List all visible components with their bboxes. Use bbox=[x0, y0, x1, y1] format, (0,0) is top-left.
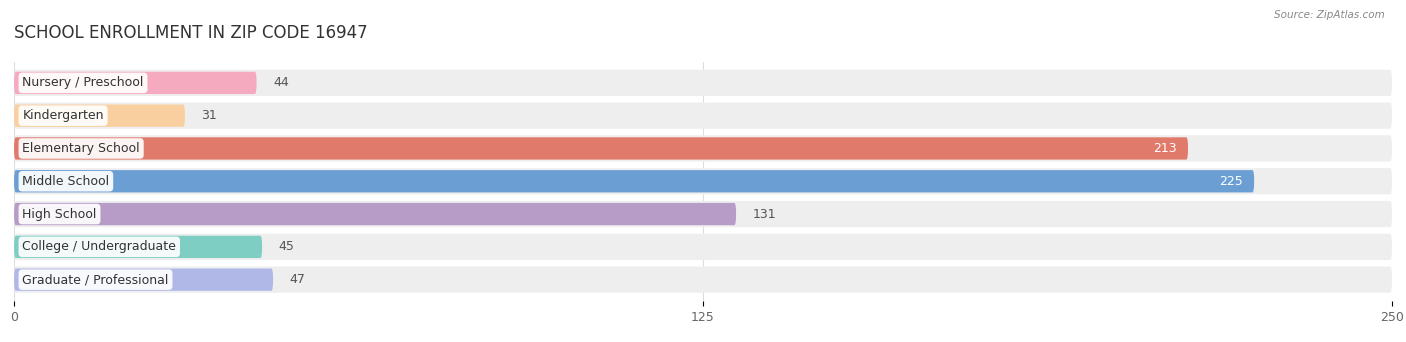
Text: College / Undergraduate: College / Undergraduate bbox=[22, 240, 176, 253]
FancyBboxPatch shape bbox=[14, 203, 737, 225]
Text: 31: 31 bbox=[201, 109, 217, 122]
FancyBboxPatch shape bbox=[14, 170, 1254, 193]
Text: Nursery / Preschool: Nursery / Preschool bbox=[22, 76, 143, 89]
FancyBboxPatch shape bbox=[14, 236, 262, 258]
Text: 45: 45 bbox=[278, 240, 294, 253]
FancyBboxPatch shape bbox=[14, 201, 1392, 227]
Text: 131: 131 bbox=[752, 208, 776, 221]
Text: Graduate / Professional: Graduate / Professional bbox=[22, 273, 169, 286]
Text: Elementary School: Elementary School bbox=[22, 142, 141, 155]
Text: Source: ZipAtlas.com: Source: ZipAtlas.com bbox=[1274, 10, 1385, 20]
FancyBboxPatch shape bbox=[14, 105, 186, 127]
FancyBboxPatch shape bbox=[14, 266, 1392, 293]
FancyBboxPatch shape bbox=[14, 72, 256, 94]
FancyBboxPatch shape bbox=[14, 137, 1188, 160]
Text: High School: High School bbox=[22, 208, 97, 221]
FancyBboxPatch shape bbox=[14, 168, 1392, 194]
Text: SCHOOL ENROLLMENT IN ZIP CODE 16947: SCHOOL ENROLLMENT IN ZIP CODE 16947 bbox=[14, 24, 368, 42]
Text: 47: 47 bbox=[290, 273, 305, 286]
Text: Kindergarten: Kindergarten bbox=[22, 109, 104, 122]
Text: Middle School: Middle School bbox=[22, 175, 110, 188]
FancyBboxPatch shape bbox=[14, 103, 1392, 129]
Text: 213: 213 bbox=[1153, 142, 1177, 155]
FancyBboxPatch shape bbox=[14, 234, 1392, 260]
Text: 225: 225 bbox=[1219, 175, 1243, 188]
Text: 44: 44 bbox=[273, 76, 288, 89]
FancyBboxPatch shape bbox=[14, 268, 273, 291]
FancyBboxPatch shape bbox=[14, 135, 1392, 161]
FancyBboxPatch shape bbox=[14, 70, 1392, 96]
